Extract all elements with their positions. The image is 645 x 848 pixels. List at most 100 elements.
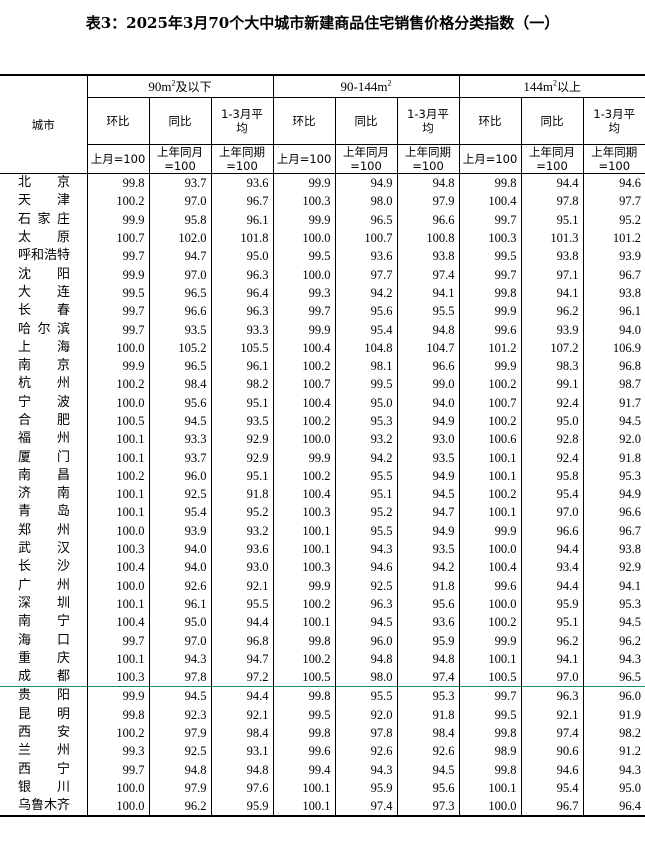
column-label: 1-3月平均 bbox=[210, 97, 274, 145]
index-value: 93.4 bbox=[520, 558, 583, 577]
index-value: 99.9 bbox=[272, 576, 335, 595]
index-value: 92.5 bbox=[148, 485, 211, 504]
index-value: 107.2 bbox=[520, 338, 583, 357]
group-sup: 2 bbox=[553, 78, 558, 88]
index-value: 94.5 bbox=[396, 760, 459, 779]
index-value: 94.0 bbox=[148, 539, 211, 559]
index-value: 94.8 bbox=[210, 760, 273, 779]
index-value: 99.9 bbox=[458, 521, 521, 540]
city-cell: 太原 bbox=[0, 229, 87, 247]
index-value: 92.0 bbox=[582, 430, 645, 449]
index-value: 93.2 bbox=[334, 430, 397, 449]
column-unit: 上年同月=100 bbox=[520, 144, 584, 174]
index-value: 96.5 bbox=[334, 210, 397, 229]
index-value: 95.3 bbox=[396, 686, 459, 706]
index-value: 96.4 bbox=[582, 797, 645, 817]
table-row: 合肥 100.5 94.5 93.5 100.2 95.3 94.9 100.2 95.0 94.… bbox=[0, 411, 645, 431]
index-value: 94.9 bbox=[396, 466, 459, 486]
table-row: 郑州 100.0 93.9 93.2 100.1 95.5 94.9 99.9 96.6 96.7 bbox=[0, 521, 645, 540]
index-value: 94.8 bbox=[396, 320, 459, 339]
index-value: 100.2 bbox=[86, 375, 149, 394]
index-value: 99.6 bbox=[272, 742, 335, 761]
table-row: 宁波 100.0 95.6 95.1 100.4 95.0 94.0 100.7 92.4 91.… bbox=[0, 393, 645, 412]
index-value: 99.8 bbox=[86, 705, 149, 724]
index-value: 95.5 bbox=[210, 594, 273, 614]
index-value: 94.0 bbox=[148, 558, 211, 577]
index-value: 95.0 bbox=[334, 393, 397, 412]
index-value: 94.3 bbox=[334, 760, 397, 779]
index-value: 93.3 bbox=[148, 430, 211, 449]
city-cell: 武汉 bbox=[0, 540, 87, 558]
index-value: 100.0 bbox=[458, 594, 521, 614]
table-row: 武汉 100.3 94.0 93.6 100.1 94.3 93.5 100.0 94.4 93.… bbox=[0, 539, 645, 559]
index-value: 94.9 bbox=[396, 521, 459, 540]
index-value: 100.7 bbox=[272, 375, 335, 394]
index-value: 100.4 bbox=[458, 558, 521, 577]
index-value: 100.4 bbox=[86, 613, 149, 632]
index-value: 99.9 bbox=[458, 356, 521, 376]
index-value: 100.1 bbox=[86, 503, 149, 522]
city-name: 南宁 bbox=[18, 614, 70, 630]
table-row: 广州 100.0 92.6 92.1 99.9 92.5 91.8 99.6 94.4 94.1 bbox=[0, 576, 645, 595]
city-cell: 成都 bbox=[0, 668, 87, 687]
index-value: 100.7 bbox=[458, 393, 521, 412]
city-cell: 重庆 bbox=[0, 650, 87, 668]
index-value: 100.4 bbox=[458, 192, 521, 211]
index-value: 97.4 bbox=[520, 723, 583, 743]
table-row: 天津 100.2 97.0 96.7 100.3 98.0 97.9 100.4 97.8 97.… bbox=[0, 192, 645, 211]
index-value: 104.8 bbox=[334, 338, 397, 357]
city-cell: 哈尔滨 bbox=[0, 320, 87, 338]
index-value: 92.9 bbox=[582, 558, 645, 577]
index-value: 99.8 bbox=[458, 173, 521, 193]
city-name: 广州 bbox=[18, 577, 70, 593]
index-value: 93.5 bbox=[396, 448, 459, 467]
index-value: 100.2 bbox=[272, 649, 335, 669]
index-value: 91.8 bbox=[582, 448, 645, 467]
index-value: 94.3 bbox=[582, 649, 645, 669]
index-value: 92.6 bbox=[148, 576, 211, 595]
index-value: 93.0 bbox=[210, 558, 273, 577]
index-value: 93.7 bbox=[148, 173, 211, 193]
index-value: 100.3 bbox=[272, 503, 335, 522]
column-label: 同比 bbox=[148, 97, 212, 145]
index-value: 93.5 bbox=[148, 320, 211, 339]
index-value: 100.0 bbox=[86, 338, 149, 357]
index-value: 95.3 bbox=[582, 466, 645, 486]
index-value: 100.2 bbox=[272, 466, 335, 486]
index-value: 100.5 bbox=[272, 668, 335, 687]
index-value: 99.7 bbox=[86, 760, 149, 779]
index-value: 98.9 bbox=[458, 742, 521, 761]
index-value: 94.9 bbox=[396, 411, 459, 431]
column-unit: 上年同月=100 bbox=[334, 144, 398, 174]
index-value: 96.3 bbox=[334, 594, 397, 614]
column-label: 环比 bbox=[458, 97, 522, 145]
index-value: 99.8 bbox=[458, 283, 521, 303]
index-value: 99.7 bbox=[86, 302, 149, 321]
index-value: 95.2 bbox=[582, 210, 645, 229]
column-label: 同比 bbox=[334, 97, 398, 145]
index-value: 94.2 bbox=[396, 558, 459, 577]
index-value: 94.8 bbox=[396, 173, 459, 193]
index-value: 94.9 bbox=[582, 485, 645, 504]
index-value: 95.4 bbox=[520, 778, 583, 798]
index-value: 94.4 bbox=[210, 613, 273, 632]
city-name: 沈阳 bbox=[18, 266, 70, 282]
group-suffix: 以上 bbox=[557, 79, 582, 94]
index-value: 100.7 bbox=[334, 228, 397, 248]
index-value: 100.1 bbox=[272, 521, 335, 540]
index-value: 97.4 bbox=[396, 265, 459, 284]
index-value: 96.6 bbox=[520, 521, 583, 540]
index-value: 92.6 bbox=[396, 742, 459, 761]
index-value: 91.8 bbox=[396, 705, 459, 724]
index-value: 98.4 bbox=[210, 723, 273, 743]
index-value: 100.1 bbox=[458, 448, 521, 467]
index-value: 99.5 bbox=[334, 375, 397, 394]
city-name: 西安 bbox=[18, 725, 70, 741]
index-value: 100.3 bbox=[86, 539, 149, 559]
city-name: 杭州 bbox=[18, 376, 70, 392]
index-value: 99.0 bbox=[396, 375, 459, 394]
group-header: 90-144m2 bbox=[272, 74, 460, 98]
group-header: 90m2及以下 bbox=[86, 74, 274, 98]
index-value: 94.5 bbox=[334, 613, 397, 632]
index-value: 94.9 bbox=[334, 173, 397, 193]
